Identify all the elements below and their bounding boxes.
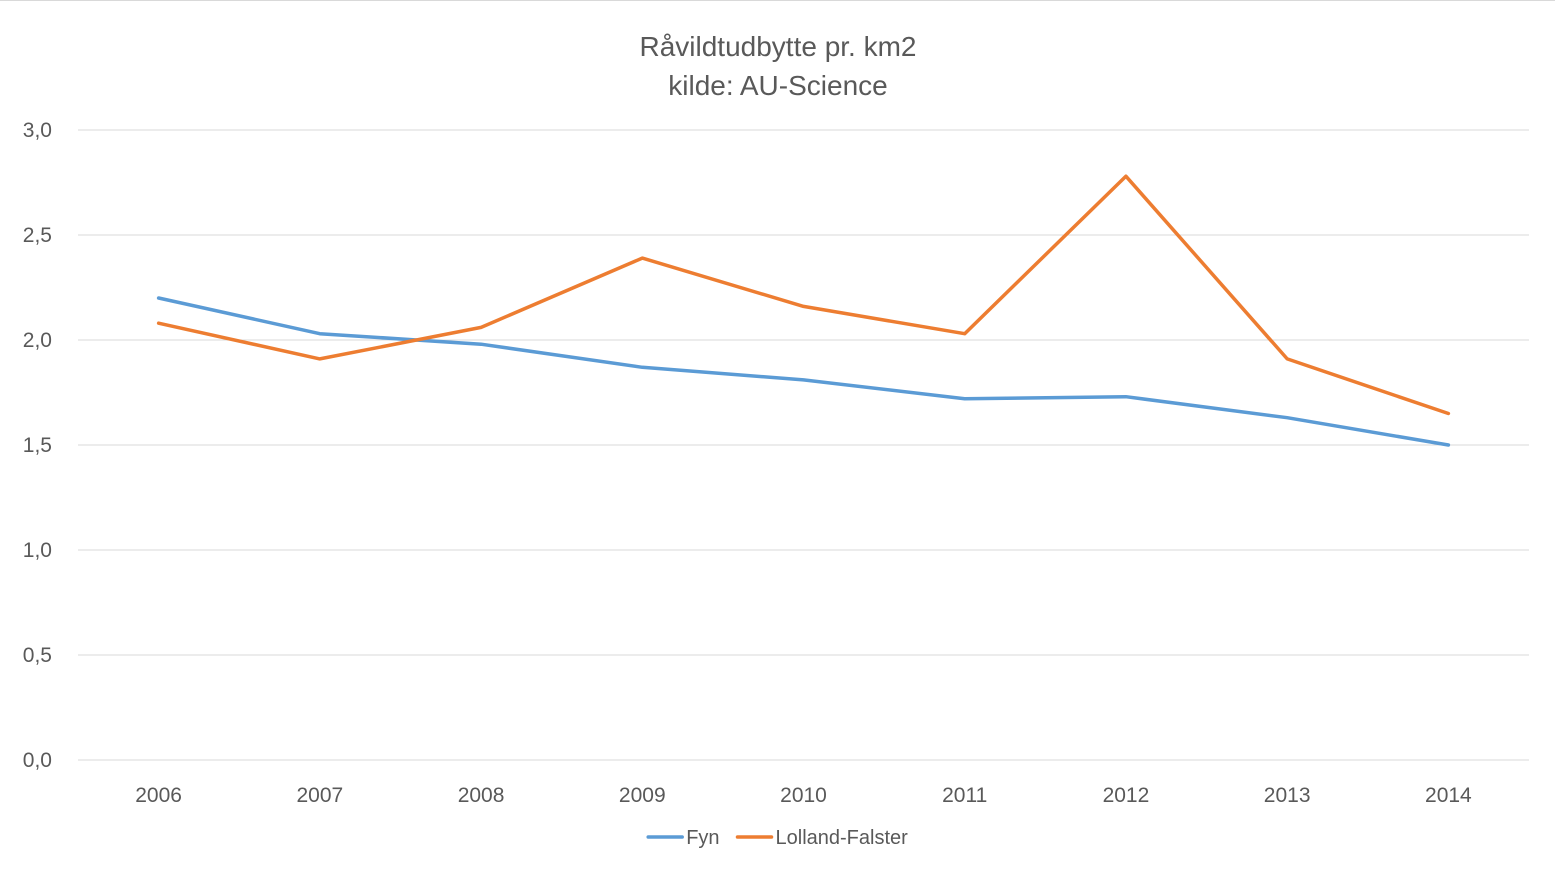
x-tick-label: 2007 <box>296 784 343 807</box>
y-axis-tick-labels: 0,0 0,5 1,0 1,5 2,0 2,5 3,0 <box>23 119 52 772</box>
x-tick-label: 2011 <box>942 784 987 807</box>
y-tick-label: 0,5 <box>23 644 52 667</box>
x-tick-label: 2010 <box>780 784 827 807</box>
legend-label: Fyn <box>686 827 719 849</box>
legend-label: Lolland-Falster <box>776 827 909 849</box>
chart-subtitle: kilde: AU-Science <box>668 70 887 101</box>
series-lines <box>156 174 1451 447</box>
chart-top-border <box>0 0 1555 1</box>
x-tick-label: 2009 <box>619 784 666 807</box>
x-tick-label: 2006 <box>135 784 182 807</box>
legend-item-fyn: Fyn <box>646 827 720 849</box>
chart-title: Råvildtudbytte pr. km2 <box>639 31 916 62</box>
y-tick-label: 1,0 <box>23 539 52 562</box>
gridlines <box>78 129 1529 761</box>
y-tick-label: 0,0 <box>23 749 52 772</box>
series-line-fyn <box>156 296 1451 447</box>
y-tick-label: 2,5 <box>23 224 52 247</box>
series-line-lolland-falster <box>156 174 1451 416</box>
legend: Fyn Lolland-Falster <box>646 827 909 849</box>
y-tick-label: 1,5 <box>23 434 52 457</box>
x-tick-label: 2014 <box>1425 784 1472 807</box>
x-tick-label: 2013 <box>1264 784 1311 807</box>
x-tick-label: 2008 <box>458 784 505 807</box>
x-axis-tick-labels: 2006 2007 2008 2009 2010 2011 2012 2013 2014 <box>135 784 1472 807</box>
legend-item-lolland-falster: Lolland-Falster <box>735 827 909 849</box>
x-tick-label: 2012 <box>1103 784 1150 807</box>
y-tick-label: 2,0 <box>23 329 52 352</box>
y-tick-label: 3,0 <box>23 119 52 142</box>
